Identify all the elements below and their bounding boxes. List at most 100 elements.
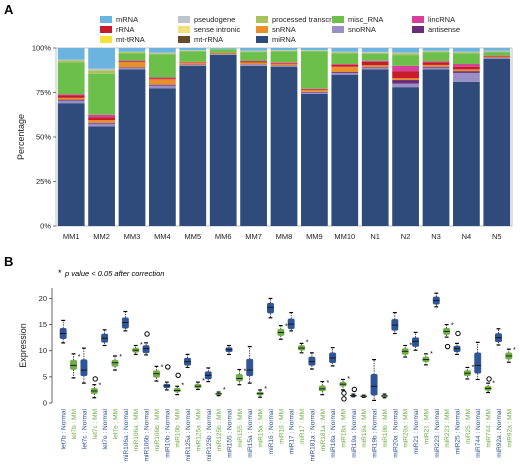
x-tick-label: miR20a : Normal xyxy=(392,408,399,457)
bar-segment xyxy=(361,69,389,226)
bar-segment xyxy=(422,62,450,65)
outlier-point xyxy=(92,376,98,382)
bar-segment xyxy=(209,54,237,55)
y-tick-label: 50% xyxy=(36,133,51,142)
outlier-point xyxy=(341,390,347,396)
bar-segment xyxy=(361,51,389,53)
bar-segment xyxy=(331,72,359,73)
bar-segment xyxy=(88,73,115,115)
y-tick-label: 5 xyxy=(43,372,47,381)
x-tick-label: miR125a : Normal xyxy=(185,408,192,461)
legend-label: snoRNA xyxy=(348,25,376,34)
bar-segment xyxy=(331,66,359,73)
bar-segment xyxy=(483,56,511,58)
bar-segment xyxy=(361,67,389,70)
legend-swatch xyxy=(332,26,344,33)
significance-star: * xyxy=(161,365,164,372)
bar-segment xyxy=(179,62,207,65)
x-tick-label: miR15a : Normal xyxy=(247,408,254,457)
x-tick-label: miR19a : MM xyxy=(361,409,368,448)
y-tick-label: 20 xyxy=(39,294,47,303)
bar-segment xyxy=(88,120,115,123)
bar-segment xyxy=(392,87,419,226)
bar-segment xyxy=(483,51,511,53)
box-plot-chart: * p value < 0.05 after correction05101520… xyxy=(18,268,516,461)
bar-segment xyxy=(57,99,85,101)
x-tick-label: MM6 xyxy=(215,232,232,241)
bar-segment xyxy=(453,64,480,67)
bar-segment xyxy=(331,52,359,54)
box xyxy=(370,374,378,396)
significance-star: * xyxy=(244,368,247,375)
bar-segment xyxy=(331,48,359,52)
bar-segment xyxy=(179,50,207,51)
x-tick-label: MM2 xyxy=(93,232,110,241)
x-tick-label: MM5 xyxy=(184,232,201,241)
bar-segment xyxy=(88,117,115,121)
outlier-point xyxy=(341,396,347,402)
bar-segment xyxy=(240,51,267,53)
bar-segment xyxy=(392,80,419,84)
box xyxy=(266,302,274,314)
bar-segment xyxy=(270,63,298,66)
bar-segment xyxy=(149,52,176,54)
x-tick-label: miR106a : MM xyxy=(133,409,140,451)
bar-segment xyxy=(301,88,328,90)
bar-segment xyxy=(301,92,328,94)
significance-star: * xyxy=(98,382,101,389)
significance-star: * xyxy=(347,376,350,383)
bar-segment xyxy=(453,53,480,65)
bar-segment xyxy=(422,48,450,51)
bar-segment xyxy=(361,52,389,54)
bar-segment xyxy=(88,126,115,226)
bar-segment xyxy=(301,50,328,52)
bar-segment xyxy=(270,62,298,64)
bar-segment xyxy=(331,51,359,53)
bar-segment xyxy=(240,50,267,52)
significance-star: * xyxy=(306,340,309,347)
y-tick-label: 75% xyxy=(36,88,51,97)
bar-segment xyxy=(392,78,419,81)
bar-segment xyxy=(361,67,389,68)
bar-segment xyxy=(453,66,480,70)
x-tick-label: miR125b : Normal xyxy=(206,408,213,461)
bar-segment xyxy=(88,48,115,69)
bar-segment xyxy=(422,52,450,62)
legend-swatch xyxy=(332,16,344,23)
outlier-point xyxy=(351,386,358,393)
bar-segment xyxy=(453,72,480,82)
outlier-point xyxy=(175,372,181,378)
box xyxy=(142,345,150,354)
bar-segment xyxy=(149,79,176,85)
bar-segment xyxy=(57,95,85,98)
bar-segment xyxy=(149,84,176,86)
bar-segment xyxy=(392,52,419,54)
legend-label: lincRNA xyxy=(428,15,455,24)
x-tick-label: miR21 : Normal xyxy=(413,408,420,454)
x-tick-label: N2 xyxy=(401,232,411,241)
bar-segment xyxy=(301,50,328,51)
x-tick-label: miR181a : Normal xyxy=(309,408,316,461)
bar-segment xyxy=(240,64,267,66)
x-tick-label: miR19b : Normal xyxy=(372,408,379,457)
bar-segment xyxy=(331,72,359,75)
x-tick-label: N1 xyxy=(370,232,380,241)
x-tick-label: miR155 : Normal xyxy=(227,408,234,457)
bar-segment xyxy=(392,48,419,53)
x-tick-label: miR25 : Normal xyxy=(455,408,462,454)
significance-star: * xyxy=(451,322,454,329)
y-tick-label: 0% xyxy=(40,222,51,231)
bar-segment xyxy=(331,64,359,67)
legend-swatch xyxy=(178,16,190,23)
bar-segment xyxy=(57,48,85,60)
x-tick-label: miR125b : MM xyxy=(216,409,223,451)
bar-segment xyxy=(301,90,328,92)
bar-segment xyxy=(392,53,419,56)
bar-segment xyxy=(331,74,359,226)
x-tick-label: miR17 : Normal xyxy=(289,408,296,454)
bar-segment xyxy=(270,51,298,63)
bar-segment xyxy=(301,51,328,89)
legend-swatch xyxy=(256,36,268,43)
stacked-bar-chart: mRNA pseudogene processed transcript misc_R… xyxy=(16,15,513,241)
bar-segment xyxy=(361,61,389,66)
